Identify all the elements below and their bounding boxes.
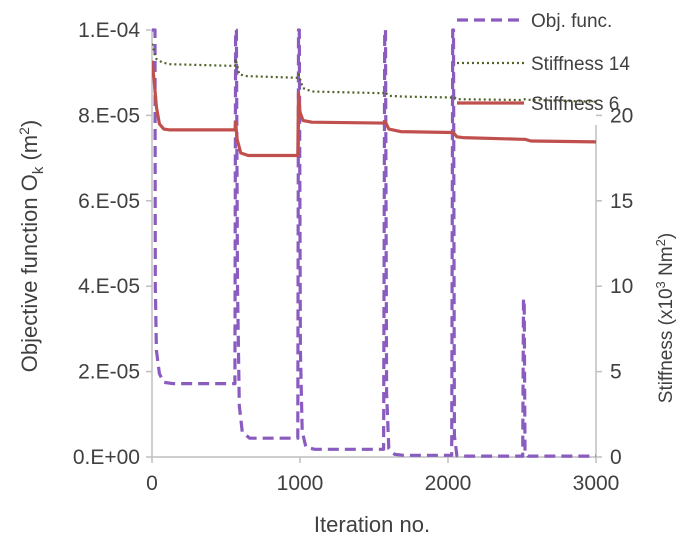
y-right-tick-label: 0	[610, 446, 622, 469]
x-tick-label: 2000	[425, 472, 472, 495]
legend: Obj. func. Stiffness 14 Stiffness 6	[457, 11, 630, 115]
y-left-tick-label: 4.E-05	[78, 275, 140, 298]
series-line-stiffness-14	[152, 43, 597, 103]
series-line-stiffness-6	[152, 60, 597, 158]
x-tick-label: 3000	[573, 472, 620, 495]
y-right-tick-label: 20	[610, 104, 633, 127]
series-layer	[152, 28, 597, 458]
y-right-axis-title: Stiffness (x103 Nm2)	[653, 233, 677, 403]
y-right-tick-label: 15	[610, 190, 633, 213]
series-line-obj-func	[152, 28, 596, 458]
legend-label-stiffness-6: Stiffness 6	[531, 94, 619, 115]
y-left-tick-label: 8.E-05	[78, 104, 140, 127]
y-left-axis-title: Objective function Ok (m2)	[16, 120, 47, 373]
y-left-tick-label: 0.E+00	[73, 446, 140, 469]
y-left-tick-label: 6.E-05	[78, 190, 140, 213]
ticks-layer: 0 1000 2000 3000 0.E+00 2.E-05 4.E-05 6.E-05 8.E…	[73, 19, 634, 495]
y-left-tick-label: 2.E-05	[78, 361, 140, 384]
x-tick-label: 1000	[277, 472, 324, 495]
y-left-tick-label: 1.E-04	[78, 19, 140, 42]
legend-label-obj-func: Obj. func.	[531, 11, 612, 32]
x-axis-title: Iteration no.	[314, 512, 430, 537]
x-tick-label: 0	[146, 472, 158, 495]
y-right-tick-label: 5	[610, 361, 622, 384]
legend-label-stiffness-14: Stiffness 14	[531, 54, 630, 75]
y-right-tick-label: 10	[610, 275, 633, 298]
